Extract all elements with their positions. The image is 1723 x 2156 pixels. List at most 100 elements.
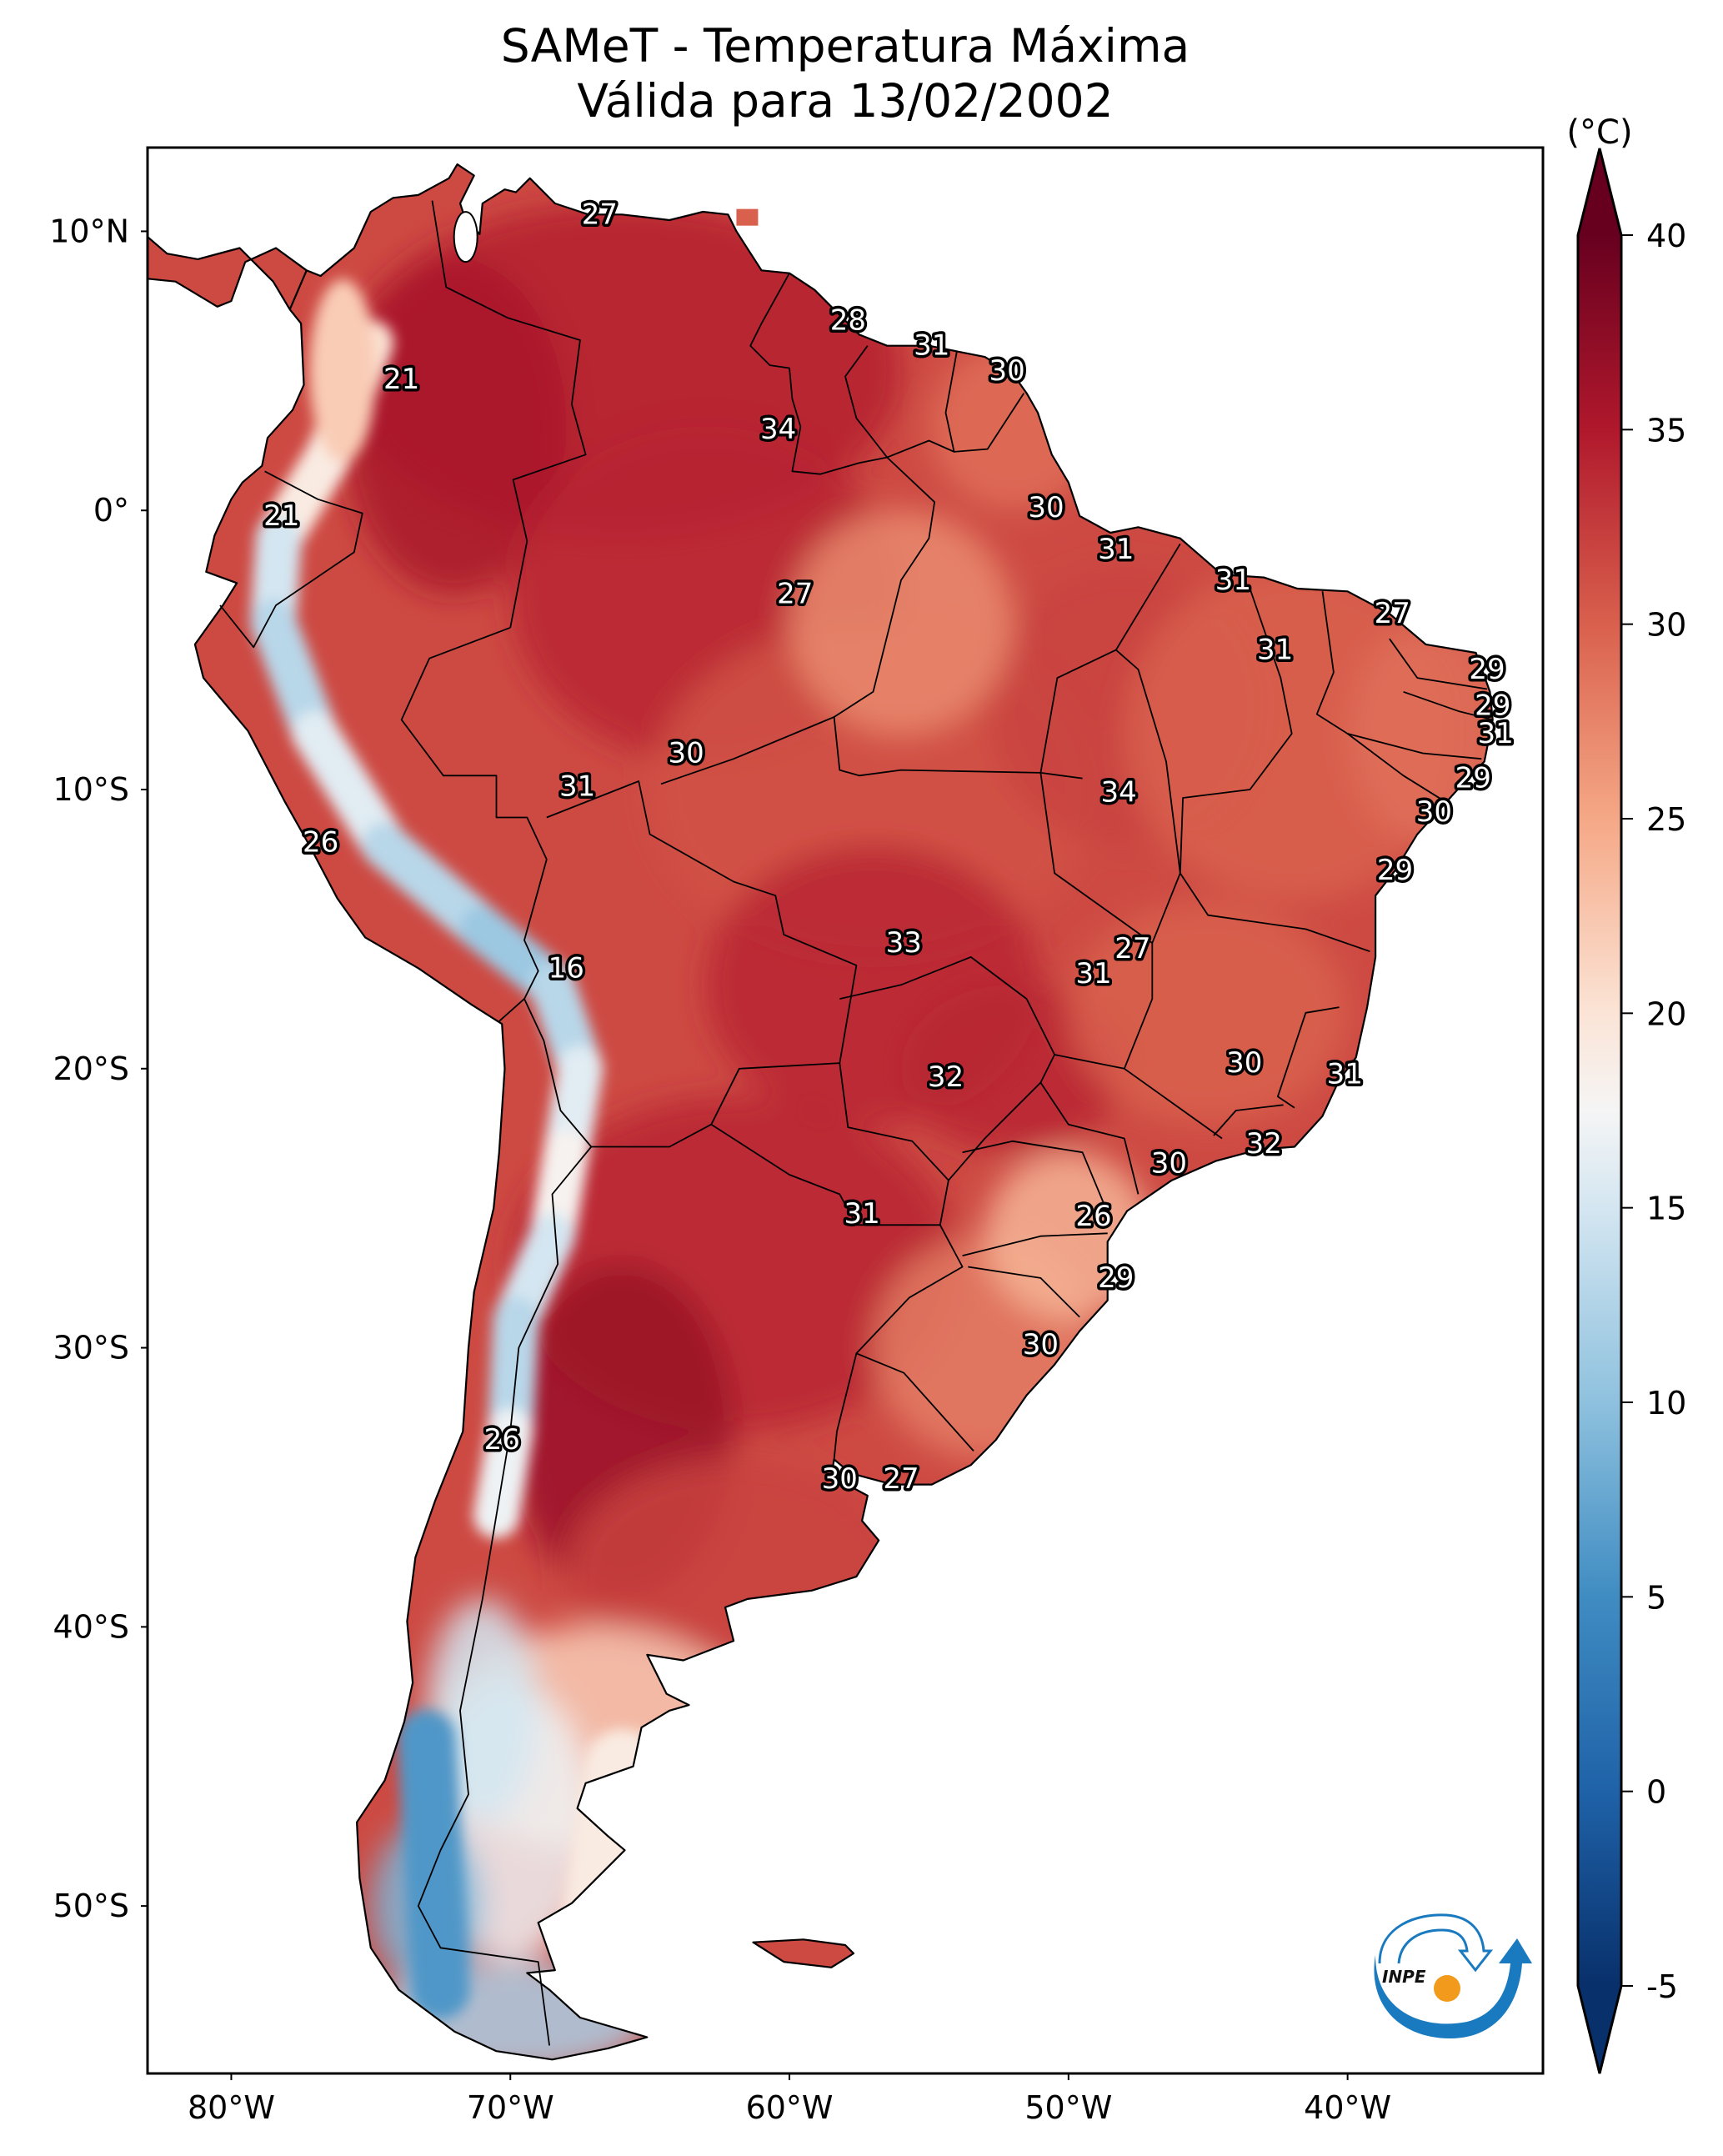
field-blob bbox=[343, 258, 567, 594]
border-line bbox=[1389, 638, 1488, 690]
logo-arrow-outline-icon bbox=[1378, 1913, 1494, 1973]
y-tick-label: 30°S bbox=[53, 1330, 129, 1366]
colorbar-tick-label: 20 bbox=[1646, 995, 1686, 1032]
border-line bbox=[968, 1266, 1080, 1318]
colorbar-tick-label: 35 bbox=[1646, 412, 1686, 449]
temperature-value-label: 31 bbox=[1257, 634, 1293, 667]
temperature-value-label: 34 bbox=[760, 413, 796, 446]
border-line bbox=[1277, 1006, 1340, 1109]
colorbar-tick-label: 30 bbox=[1646, 607, 1686, 644]
border-line bbox=[546, 780, 858, 1148]
colorbar-extend-min bbox=[1578, 1986, 1621, 2073]
logo-text: INPE bbox=[1382, 1967, 1426, 1987]
temperature-value-label: 27 bbox=[883, 1462, 919, 1496]
colorbar-tick-label: 25 bbox=[1646, 801, 1686, 838]
colorbar-body bbox=[1578, 235, 1621, 1986]
land-temperature-field bbox=[148, 164, 1493, 2060]
temperature-value-label: 31 bbox=[1215, 564, 1251, 597]
map-frame bbox=[146, 146, 1545, 2075]
temperature-value-label: 31 bbox=[844, 1197, 879, 1231]
temperature-value-label: 30 bbox=[669, 736, 704, 770]
temperature-value-label: 28 bbox=[830, 304, 866, 338]
temperature-value-label: 33 bbox=[886, 926, 922, 960]
border-line bbox=[1124, 1068, 1223, 1140]
y-tick-label: 50°S bbox=[53, 1888, 129, 1924]
border-line bbox=[954, 393, 1025, 453]
field-blob bbox=[789, 510, 1013, 735]
temperature-value-label: 16 bbox=[548, 951, 584, 985]
temperature-value-label: 29 bbox=[1469, 653, 1505, 686]
colorbar-ticks: 40 35 30 25 20 15 10 5 0 -5 bbox=[1621, 218, 1686, 2005]
x-tick-label: 40°W bbox=[1304, 2089, 1391, 2126]
patagonia-mild-field bbox=[556, 1728, 660, 1972]
longitude-axis: 80°W 70°W 60°W 50°W 40°W bbox=[188, 2073, 1391, 2126]
border-line bbox=[1347, 733, 1449, 805]
colorbar: 40 35 30 25 20 15 10 5 0 -5 (°C) bbox=[1566, 113, 1686, 2074]
temperature-value-label: 27 bbox=[1114, 932, 1150, 965]
temperature-value-label: 26 bbox=[303, 826, 338, 860]
lake-maracaibo bbox=[453, 211, 478, 263]
field-blob bbox=[900, 985, 1124, 1153]
border-line bbox=[1180, 872, 1370, 953]
logo-swoosh-icon bbox=[1374, 1938, 1532, 2038]
temperature-value-label: 29 bbox=[1475, 689, 1510, 723]
y-tick-label: 10°N bbox=[49, 213, 129, 249]
temperature-value-label: 32 bbox=[928, 1060, 964, 1094]
y-tick-label: 20°S bbox=[53, 1050, 129, 1087]
temperature-value-label: 29 bbox=[1377, 854, 1413, 887]
border-line bbox=[1115, 543, 1181, 651]
colorbar-tick-label: 10 bbox=[1646, 1385, 1686, 1421]
temperature-value-label: 29 bbox=[1455, 762, 1491, 795]
temperature-value-label: 30 bbox=[1226, 1046, 1262, 1080]
temperature-value-label: 26 bbox=[484, 1423, 520, 1457]
border-line bbox=[431, 200, 587, 628]
island-trinidad bbox=[736, 208, 759, 226]
border-line bbox=[660, 716, 1083, 785]
x-tick-label: 80°W bbox=[188, 2089, 275, 2126]
temperature-value-label: 34 bbox=[1100, 775, 1136, 809]
x-tick-label: 50°W bbox=[1024, 2089, 1112, 2126]
temperature-value-label: 30 bbox=[989, 354, 1025, 388]
temperature-value-label: 30 bbox=[822, 1462, 858, 1496]
border-line bbox=[839, 956, 1055, 1181]
title-line-2: Válida para 13/02/2002 bbox=[577, 74, 1114, 128]
border-line bbox=[833, 1224, 964, 1460]
colorbar-unit-label: (°C) bbox=[1566, 113, 1632, 152]
logo-sun-icon bbox=[1434, 1975, 1460, 2002]
border-line bbox=[749, 273, 889, 475]
temperature-value-label: 31 bbox=[559, 770, 595, 804]
border-line bbox=[962, 1140, 1111, 1220]
border-line bbox=[417, 998, 593, 2046]
colorbar-tick-label: 15 bbox=[1646, 1191, 1686, 1227]
colorbar-tick-label: 40 bbox=[1646, 218, 1686, 254]
border-line bbox=[1403, 690, 1493, 721]
y-tick-label: 0° bbox=[93, 492, 129, 529]
temperature-value-label: 30 bbox=[1151, 1147, 1187, 1181]
colorbar-tick-label: 5 bbox=[1646, 1579, 1666, 1616]
temperature-value-label: 31 bbox=[1075, 957, 1111, 990]
colombia-andes-field bbox=[309, 278, 377, 463]
border-line bbox=[1315, 591, 1482, 760]
chart-title: SAMeT - Temperatura Máxima Válida para 1… bbox=[148, 18, 1543, 128]
islands bbox=[453, 208, 759, 263]
temperature-value-label: 32 bbox=[1246, 1127, 1282, 1161]
border-line bbox=[962, 1232, 1108, 1256]
temperature-value-label: 31 bbox=[1477, 717, 1513, 750]
temperature-value-label: 27 bbox=[777, 578, 813, 611]
temperature-value-label: 27 bbox=[582, 198, 618, 231]
border-line bbox=[1179, 588, 1293, 874]
colorbar-extend-max bbox=[1578, 148, 1621, 235]
x-tick-label: 70°W bbox=[467, 2089, 554, 2126]
temperature-value-label: 26 bbox=[1075, 1200, 1111, 1233]
temperature-value-label: 31 bbox=[914, 329, 949, 363]
border-line bbox=[1039, 1082, 1139, 1195]
country-borders bbox=[219, 200, 1493, 2046]
colorbar-tick-label: -5 bbox=[1646, 1968, 1678, 2005]
title-line-1: SAMeT - Temperatura Máxima bbox=[500, 19, 1190, 73]
y-tick-label: 40°S bbox=[53, 1608, 129, 1645]
temperature-value-label: 30 bbox=[1023, 1328, 1059, 1361]
field-blob bbox=[1068, 900, 1348, 1125]
inpe-logo: INPE bbox=[1374, 1913, 1532, 2038]
border-line bbox=[219, 470, 363, 649]
